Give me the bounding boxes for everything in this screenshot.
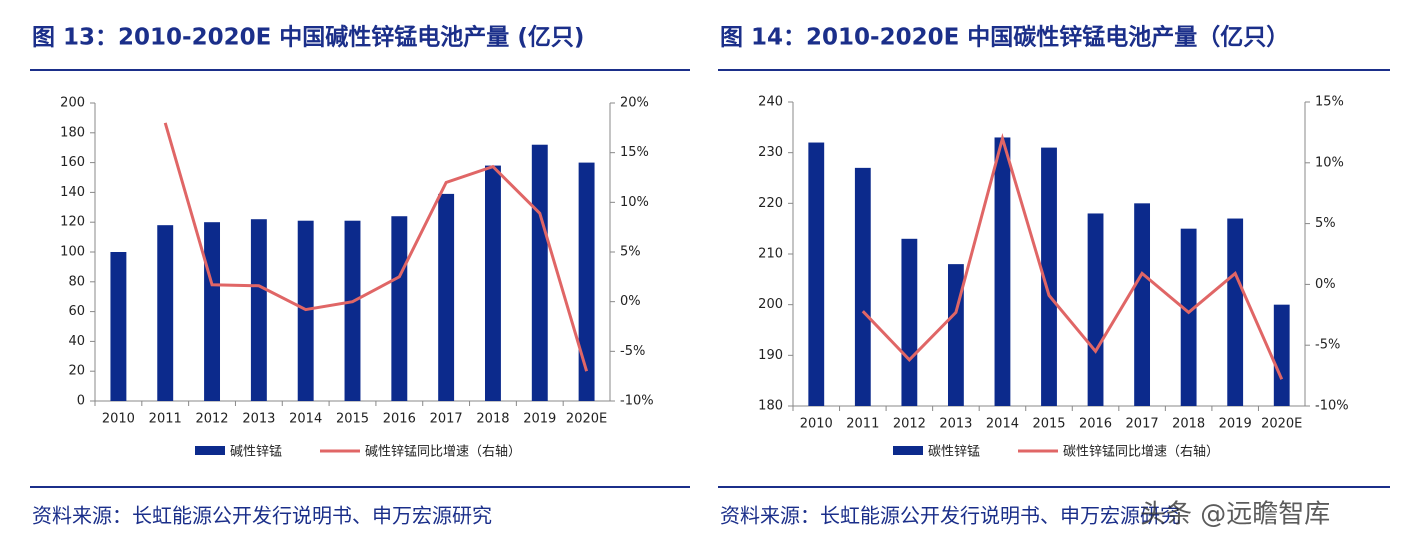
line [861,132,1284,380]
y2-tick-label: -5% [620,344,645,359]
legend-swatch [195,446,225,455]
bar [391,216,408,401]
x-tick-label: 2012 [893,417,926,432]
y-tick-label: 200 [60,96,85,111]
x-tick-label: 2018 [1172,417,1205,432]
x-tick-label: 2013 [242,412,275,427]
x-tick-label: 2015 [1032,417,1065,432]
y-tick-label: 180 [758,399,783,414]
bar [808,142,825,407]
y2-tick-label: 0% [620,294,641,309]
y-tick-label: 0 [77,394,85,409]
y-tick-label: 240 [758,95,783,110]
x-tick-label: 2018 [476,412,509,427]
bar [1087,213,1104,406]
y2-tick-label: -10% [1315,399,1349,414]
x-tick-label: 2014 [289,412,322,427]
y2-tick-label: 20% [620,96,649,111]
x-tick-label: 2013 [939,417,972,432]
x-tick-label: 2019 [523,412,556,427]
x-tick-label: 2011 [846,417,879,432]
y-tick-label: 190 [758,348,783,363]
chart-title: 图 14：2010-2020E 中国碳性锌锰电池产量（亿只） [720,24,1289,51]
x-tick-label: 2016 [383,412,416,427]
x-tick-label: 2014 [986,417,1019,432]
y-tick-label: 160 [60,155,85,170]
bar [994,137,1011,406]
legend-swatch [893,446,923,455]
y-tick-label: 20 [68,364,85,379]
y2-tick-label: 15% [1315,95,1344,110]
y-tick-label: 230 [758,145,783,160]
line [163,122,589,372]
y-tick-label: 140 [60,185,85,200]
y-tick-label: 180 [60,125,85,140]
bar [1180,228,1197,406]
y2-tick-label: 0% [1315,277,1336,292]
legend-label: 碳性锌锰 [928,445,980,460]
bar [947,264,964,406]
bar [1134,203,1151,406]
x-tick-label: 2010 [800,417,833,432]
y2-tick-label: 10% [1315,155,1344,170]
source: 资料来源：长虹能源公开发行说明书、申万宏源研究 [720,504,1180,528]
y-tick-label: 40 [68,334,85,349]
bar [854,167,871,406]
bar [1041,147,1057,406]
x-tick-label: 2011 [149,412,182,427]
bar [438,193,455,401]
y-tick-label: 220 [758,196,783,211]
x-tick-label: 2020E [1261,417,1302,432]
y2-tick-label: 10% [620,195,649,210]
legend-label: 碳性锌锰同比增速（右轴） [1063,445,1219,460]
chart-title: 图 13：2010-2020E 中国碱性锌锰电池产量 (亿只) [32,24,584,51]
x-tick-label: 2017 [430,412,463,427]
bar [204,222,221,401]
y2-tick-label: 5% [620,245,641,260]
x-tick-label: 2015 [336,412,369,427]
y2-tick-label: -10% [620,394,654,409]
y-tick-label: 80 [68,274,85,289]
x-tick-label: 2017 [1126,417,1159,432]
y-tick-label: 60 [68,304,85,319]
legend-label: 碱性锌锰 [230,445,282,460]
y-tick-label: 100 [60,245,85,260]
bar [901,238,918,406]
y2-tick-label: 15% [620,145,649,160]
y-tick-label: 210 [758,247,783,262]
x-tick-label: 2012 [195,412,228,427]
x-tick-label: 2019 [1219,417,1252,432]
y2-tick-label: -5% [1315,338,1340,353]
bar [1273,304,1290,406]
bar [344,220,361,401]
source: 资料来源：长虹能源公开发行说明书、申万宏源研究 [32,504,492,528]
y2-tick-label: 5% [1315,216,1336,231]
bar [110,252,127,401]
bar [578,162,595,401]
x-tick-label: 2010 [102,412,135,427]
bar [1227,218,1244,406]
bar [157,225,174,401]
bar [250,219,267,401]
y-tick-label: 120 [60,215,85,230]
watermark: 头条 @远瞻智库 [1140,500,1330,530]
x-tick-label: 2020E [566,412,607,427]
bar [531,144,548,401]
bar [484,165,501,401]
y-tick-label: 200 [758,297,783,312]
legend-label: 碱性锌锰同比增速（右轴） [365,445,521,460]
x-tick-label: 2016 [1079,417,1112,432]
